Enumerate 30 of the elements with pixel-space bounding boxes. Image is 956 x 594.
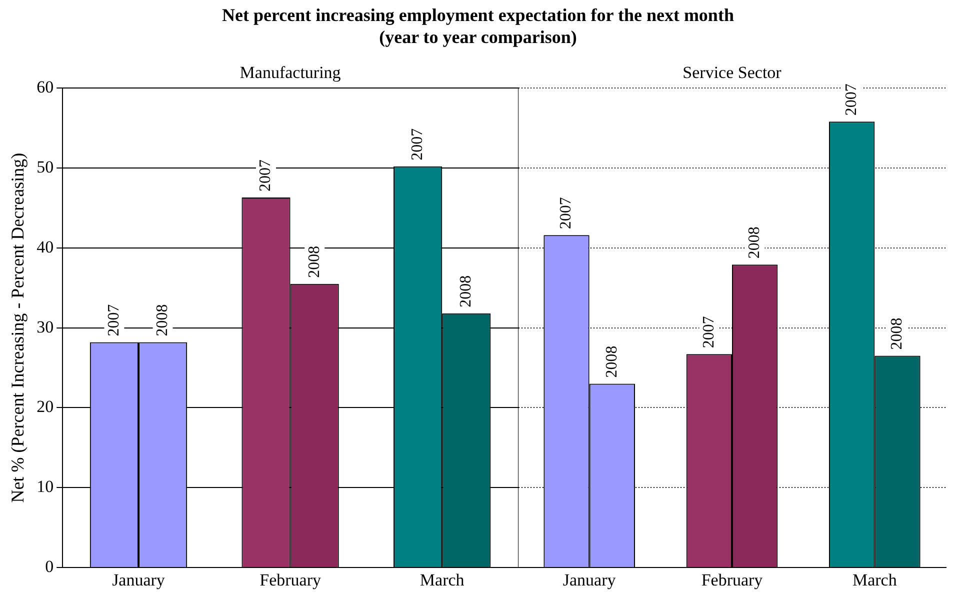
text: Manufacturing bbox=[240, 62, 342, 82]
y-tick-label: 30 bbox=[36, 317, 54, 336]
chart-title: Net percent increasing employment expectation for the next month bbox=[221, 4, 735, 26]
x-tick-label: March bbox=[852, 570, 898, 590]
text: 2007 bbox=[558, 197, 575, 230]
x-tick-label: January bbox=[562, 570, 616, 590]
y-tick-label: 60 bbox=[36, 77, 54, 96]
x-tick-label: March bbox=[420, 570, 465, 590]
y-axis-title: Net % (Percent Increasing - Percent Decreasing) bbox=[8, 152, 28, 503]
chart-subtitle: (year to year comparison) bbox=[378, 26, 578, 48]
text: 2007 bbox=[409, 128, 426, 160]
y-tick-label: 0 bbox=[45, 557, 54, 576]
text: 2008 bbox=[458, 275, 475, 308]
text: 2008 bbox=[888, 318, 906, 350]
text: 2008 bbox=[746, 226, 764, 259]
text: 2007 bbox=[105, 304, 122, 336]
y-tick-label: 10 bbox=[36, 477, 54, 496]
y-tick-label: 40 bbox=[36, 237, 54, 256]
text: Service Sector bbox=[682, 62, 782, 82]
text: 2008 bbox=[306, 246, 323, 278]
text: 2007 bbox=[843, 84, 860, 116]
text: 2007 bbox=[700, 316, 718, 348]
y-tick-label: 50 bbox=[36, 157, 54, 176]
x-tick-label: February bbox=[260, 570, 322, 590]
text: 2008 bbox=[154, 304, 171, 336]
y-tick-label: 20 bbox=[36, 397, 54, 416]
text: 2007 bbox=[257, 160, 274, 192]
x-tick-label: January bbox=[112, 570, 166, 590]
text: 2008 bbox=[603, 346, 620, 378]
x-tick-label: February bbox=[701, 570, 764, 590]
